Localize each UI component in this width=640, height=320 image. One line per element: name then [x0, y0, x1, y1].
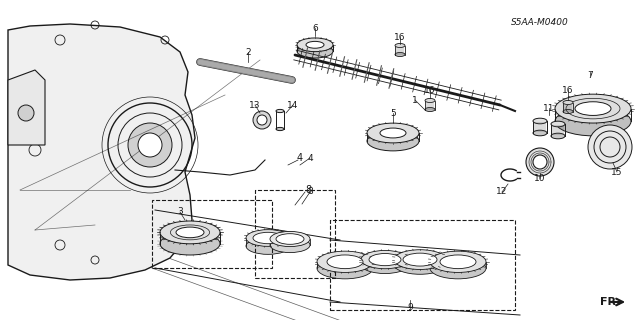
Ellipse shape: [246, 238, 290, 254]
Ellipse shape: [297, 44, 333, 58]
Polygon shape: [8, 70, 45, 145]
Text: 14: 14: [287, 100, 299, 109]
Ellipse shape: [276, 127, 284, 131]
Ellipse shape: [160, 221, 220, 244]
Ellipse shape: [306, 41, 324, 48]
Ellipse shape: [575, 102, 611, 116]
Circle shape: [588, 125, 632, 169]
Text: 4: 4: [307, 154, 313, 163]
Ellipse shape: [253, 232, 283, 244]
Text: 8: 8: [307, 188, 313, 196]
Text: FR.: FR.: [600, 297, 621, 307]
Ellipse shape: [425, 108, 435, 111]
Ellipse shape: [246, 230, 290, 246]
Ellipse shape: [327, 255, 363, 269]
Ellipse shape: [317, 251, 373, 272]
Ellipse shape: [395, 52, 405, 57]
Text: 11: 11: [543, 103, 555, 113]
Text: 4: 4: [297, 153, 303, 163]
Ellipse shape: [367, 131, 419, 151]
Text: 8: 8: [305, 185, 311, 195]
Text: 13: 13: [249, 100, 260, 109]
Ellipse shape: [430, 251, 486, 272]
Circle shape: [533, 155, 547, 169]
Ellipse shape: [276, 234, 304, 244]
Ellipse shape: [361, 255, 409, 274]
Ellipse shape: [270, 237, 310, 252]
Ellipse shape: [555, 94, 631, 123]
Ellipse shape: [555, 107, 631, 136]
Ellipse shape: [270, 231, 310, 247]
Text: 5: 5: [390, 108, 396, 117]
Ellipse shape: [395, 44, 405, 47]
Ellipse shape: [394, 254, 446, 274]
Ellipse shape: [563, 109, 573, 114]
Ellipse shape: [440, 255, 476, 269]
Text: 7: 7: [587, 70, 593, 79]
Circle shape: [128, 123, 172, 167]
Ellipse shape: [380, 128, 406, 138]
Text: 2: 2: [245, 47, 251, 57]
Text: S5AA-M0400: S5AA-M0400: [511, 18, 569, 27]
Ellipse shape: [425, 99, 435, 102]
Ellipse shape: [533, 118, 547, 124]
Polygon shape: [8, 24, 195, 280]
Ellipse shape: [394, 250, 446, 269]
Ellipse shape: [276, 109, 284, 113]
Text: 3: 3: [177, 207, 183, 217]
Text: 1: 1: [412, 95, 418, 105]
Text: 16: 16: [563, 85, 573, 94]
Text: 15: 15: [611, 167, 623, 177]
Ellipse shape: [533, 130, 547, 136]
Circle shape: [253, 111, 271, 129]
Text: 10: 10: [534, 173, 546, 182]
Ellipse shape: [430, 258, 486, 279]
Ellipse shape: [403, 253, 437, 266]
Text: 16: 16: [394, 33, 406, 42]
Ellipse shape: [551, 133, 565, 139]
Ellipse shape: [317, 258, 373, 279]
Circle shape: [138, 133, 162, 157]
Circle shape: [257, 115, 267, 125]
Ellipse shape: [361, 251, 409, 269]
Ellipse shape: [367, 123, 419, 143]
Ellipse shape: [369, 253, 401, 266]
Text: 6: 6: [312, 23, 318, 33]
Circle shape: [18, 105, 34, 121]
Text: 12: 12: [496, 188, 508, 196]
Ellipse shape: [563, 100, 573, 105]
Ellipse shape: [160, 232, 220, 255]
Ellipse shape: [297, 38, 333, 52]
Ellipse shape: [176, 227, 204, 238]
Text: 9: 9: [407, 303, 413, 313]
Circle shape: [526, 148, 554, 176]
Ellipse shape: [551, 121, 565, 127]
Text: 16: 16: [424, 85, 436, 94]
